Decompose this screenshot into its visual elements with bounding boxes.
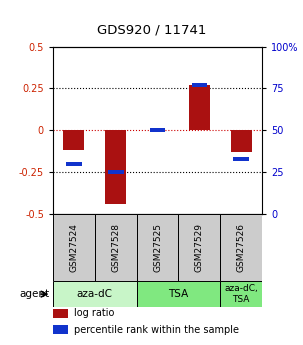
Text: GDS920 / 11741: GDS920 / 11741: [97, 23, 206, 36]
Text: TSA: TSA: [168, 289, 188, 299]
Bar: [63, 130, 84, 150]
Bar: [220, 214, 262, 281]
Bar: [189, 85, 210, 130]
Bar: [95, 214, 137, 281]
Bar: [231, 130, 251, 152]
Bar: [53, 325, 68, 334]
Bar: [137, 214, 178, 281]
Bar: [137, 281, 220, 307]
Bar: [53, 214, 95, 281]
Text: GSM27528: GSM27528: [111, 223, 120, 272]
Text: aza-dC: aza-dC: [77, 289, 113, 299]
Text: log ratio: log ratio: [74, 308, 114, 318]
Text: GSM27525: GSM27525: [153, 223, 162, 272]
Text: GSM27529: GSM27529: [195, 223, 204, 272]
Bar: [66, 161, 82, 166]
Text: percentile rank within the sample: percentile rank within the sample: [74, 325, 239, 335]
Text: GSM27524: GSM27524: [69, 223, 78, 272]
Bar: [53, 309, 68, 318]
Bar: [191, 83, 207, 87]
Bar: [233, 157, 249, 161]
Text: GSM27526: GSM27526: [237, 223, 246, 272]
Bar: [53, 281, 137, 307]
Text: agent: agent: [20, 289, 50, 299]
Bar: [178, 214, 220, 281]
Bar: [105, 130, 126, 204]
Text: aza-dC,
TSA: aza-dC, TSA: [224, 284, 258, 304]
Bar: [108, 170, 124, 174]
Bar: [150, 128, 165, 132]
Bar: [220, 281, 262, 307]
